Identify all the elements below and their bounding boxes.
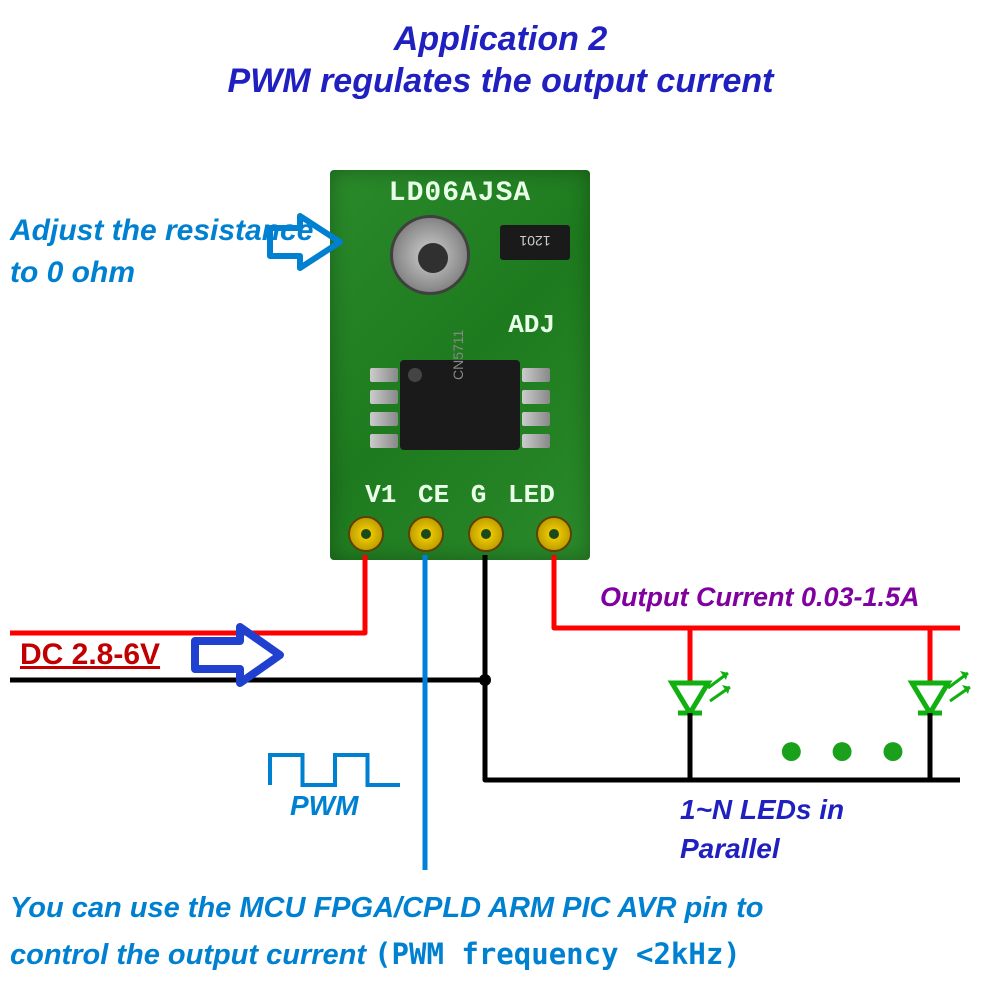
led-ellipsis: ● ● ● <box>778 725 912 775</box>
pcb-board: LD06AJSA ADJ CN5711 V1 CE G LED <box>330 170 590 560</box>
pcb-adj-label: ADJ <box>508 310 555 340</box>
ic-leg <box>370 434 398 448</box>
bottom-line1: You can use the MCU FPGA/CPLD ARM PIC AV… <box>10 892 763 924</box>
pcb-pin-labels: V1 CE G LED <box>330 480 590 510</box>
bottom-description: You can use the MCU FPGA/CPLD ARM PIC AV… <box>10 885 991 979</box>
ic-pin1-dot <box>408 368 422 382</box>
pcb-model-label: LD06AJSA <box>330 178 590 209</box>
pad-led <box>536 516 572 552</box>
ic-leg <box>370 412 398 426</box>
pwm-label: PWM <box>290 790 358 822</box>
ic-leg <box>522 390 550 404</box>
ic-leg <box>522 368 550 382</box>
ic-leg <box>522 434 550 448</box>
ic-chip: CN5711 <box>400 360 520 450</box>
ic-leg <box>370 390 398 404</box>
smd-resistor <box>500 225 570 260</box>
pad-v1 <box>348 516 384 552</box>
ic-marking: CN5711 <box>450 330 466 380</box>
bottom-line2b: (PWM frequency <2kHz) <box>374 937 741 971</box>
pad-ce <box>408 516 444 552</box>
title-line1: Application 2 <box>0 20 1001 59</box>
bottom-line2a: control the output current <box>10 939 374 971</box>
pad-g <box>468 516 504 552</box>
adjust-resistance-label: Adjust the resistance to 0 ohm <box>10 210 320 294</box>
ic-leg <box>370 368 398 382</box>
potentiometer <box>390 215 470 295</box>
title-line2: PWM regulates the output current <box>0 62 1001 101</box>
leds-parallel-label: 1~N LEDs in Parallel <box>680 790 930 868</box>
dc-input-label: DC 2.8-6V <box>20 638 160 672</box>
ic-leg <box>522 412 550 426</box>
output-current-label: Output Current 0.03-1.5A <box>600 582 920 613</box>
